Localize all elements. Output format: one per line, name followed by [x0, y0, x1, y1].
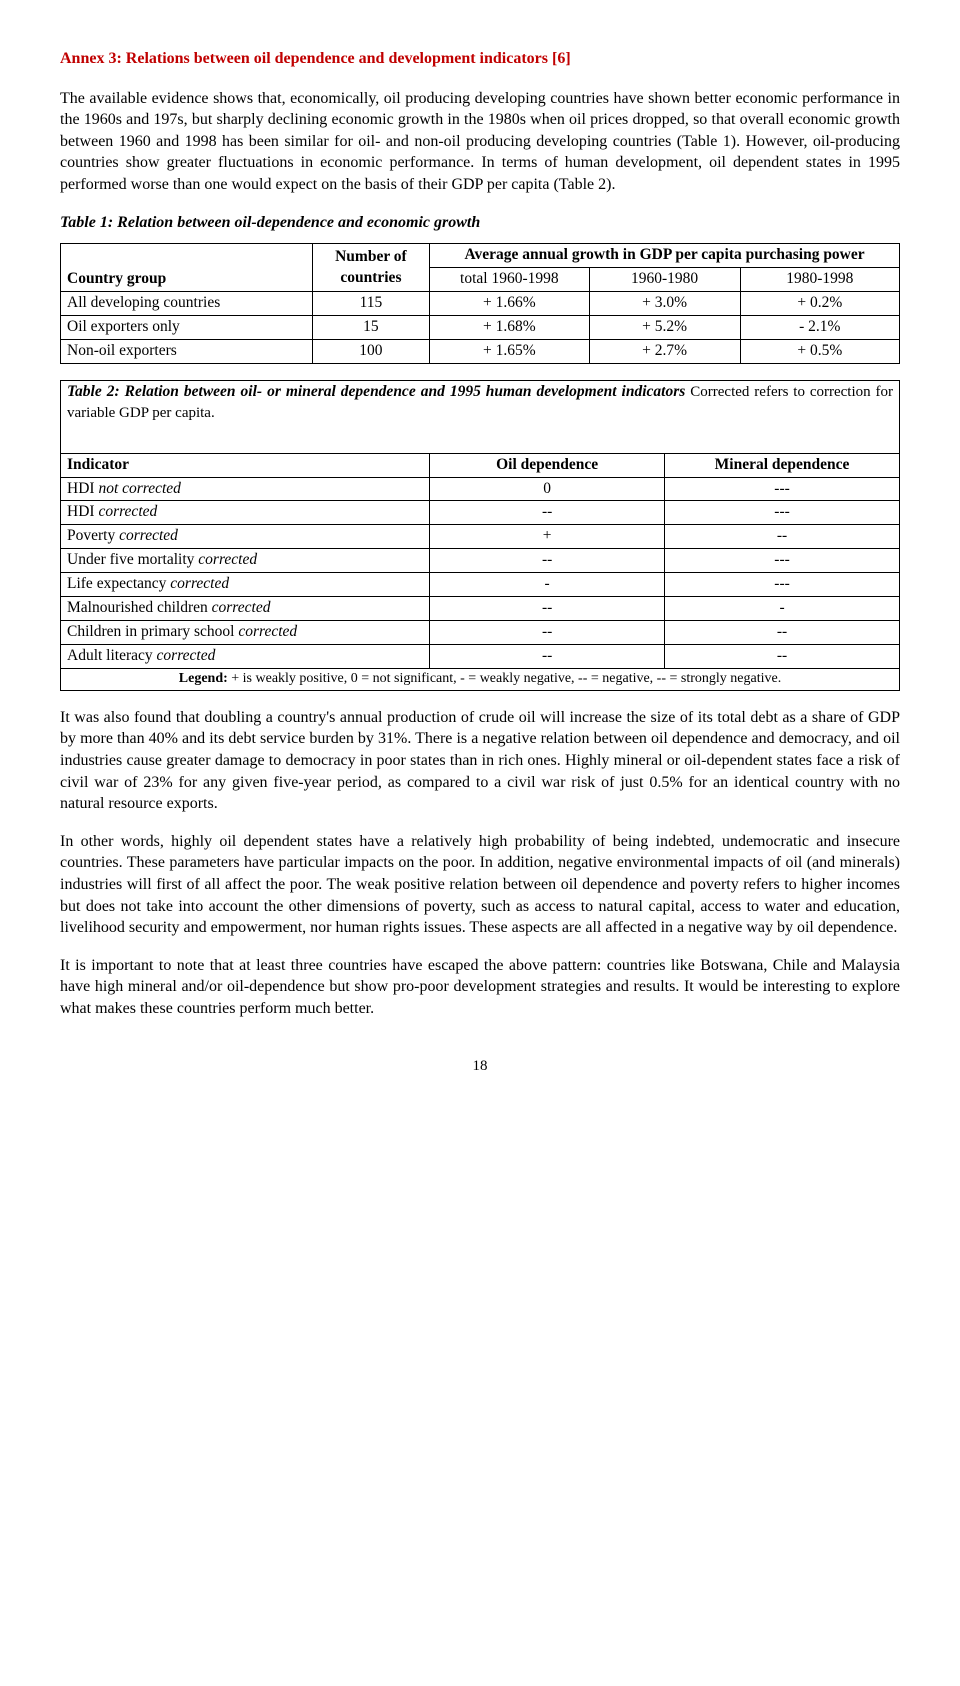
t2-ind: Malnourished children corrected: [61, 597, 430, 621]
t1-label: Non-oil exporters: [61, 339, 313, 363]
t1-n: 100: [312, 339, 429, 363]
t2-h2: Oil dependence: [430, 453, 665, 477]
t2-ind: HDI not corrected: [61, 477, 430, 501]
t2-min: --: [665, 621, 900, 645]
t2-ind: HDI corrected: [61, 501, 430, 525]
t2-h3: Mineral dependence: [665, 453, 900, 477]
t1-c1: + 1.66%: [430, 292, 589, 316]
t1-c1: + 1.68%: [430, 315, 589, 339]
t2-legend: Legend: + is weakly positive, 0 = not si…: [61, 668, 900, 690]
t1-c3: + 0.2%: [740, 292, 899, 316]
t2-min: ---: [665, 573, 900, 597]
t2-oil: +: [430, 525, 665, 549]
annex-title: Annex 3: Relations between oil dependenc…: [60, 48, 900, 70]
t1-h-growth: Average annual growth in GDP per capita …: [430, 244, 900, 268]
t2-min: -: [665, 597, 900, 621]
para-exceptions: It is important to note that at least th…: [60, 955, 900, 1020]
t1-sub1: total 1960-1998: [430, 268, 589, 292]
t2-min: ---: [665, 501, 900, 525]
table1: Country group Number of countries Averag…: [60, 243, 900, 364]
table2-header-row: Indicator Oil dependence Mineral depende…: [61, 453, 900, 477]
t2-oil: --: [430, 621, 665, 645]
t2-ind: Life expectancy corrected: [61, 573, 430, 597]
table2-row: Malnourished children corrected -- -: [61, 597, 900, 621]
t2-oil: --: [430, 644, 665, 668]
table2: Table 2: Relation between oil- or minera…: [60, 380, 900, 691]
table2-row: HDI not corrected 0 ---: [61, 477, 900, 501]
t1-c3: - 2.1%: [740, 315, 899, 339]
t2-ind: Children in primary school corrected: [61, 621, 430, 645]
table1-row: Oil exporters only 15 + 1.68% + 5.2% - 2…: [61, 315, 900, 339]
t2-ind: Poverty corrected: [61, 525, 430, 549]
para-impacts: In other words, highly oil dependent sta…: [60, 831, 900, 939]
t1-sub3: 1980-1998: [740, 268, 899, 292]
t2-h1: Indicator: [61, 453, 430, 477]
table1-title: Table 1: Relation between oil-dependence…: [60, 212, 900, 234]
t2-min: --: [665, 644, 900, 668]
t1-n: 115: [312, 292, 429, 316]
table2-row: HDI corrected -- ---: [61, 501, 900, 525]
t2-oil: --: [430, 501, 665, 525]
t1-label: All developing countries: [61, 292, 313, 316]
t1-c2: + 3.0%: [589, 292, 740, 316]
table2-row: Adult literacy corrected -- --: [61, 644, 900, 668]
t1-n: 15: [312, 315, 429, 339]
table1-row: All developing countries 115 + 1.66% + 3…: [61, 292, 900, 316]
t2-oil: --: [430, 597, 665, 621]
t1-label: Oil exporters only: [61, 315, 313, 339]
table2-row: Under five mortality corrected -- ---: [61, 549, 900, 573]
t2-oil: 0: [430, 477, 665, 501]
t1-c2: + 2.7%: [589, 339, 740, 363]
table1-row: Non-oil exporters 100 + 1.65% + 2.7% + 0…: [61, 339, 900, 363]
t2-min: ---: [665, 549, 900, 573]
page-number: 18: [60, 1056, 900, 1076]
t2-title: Table 2: Relation between oil- or minera…: [67, 383, 685, 400]
table1-header-row1: Country group Number of countries Averag…: [61, 244, 900, 268]
t1-h-country: Country group: [61, 244, 313, 292]
t2-ind: Adult literacy corrected: [61, 644, 430, 668]
t2-min: --: [665, 525, 900, 549]
t1-sub2: 1960-1980: [589, 268, 740, 292]
para-debt: It was also found that doubling a countr…: [60, 707, 900, 815]
t1-c3: + 0.5%: [740, 339, 899, 363]
table2-legend-row: Legend: + is weakly positive, 0 = not si…: [61, 668, 900, 690]
table2-row: Poverty corrected + --: [61, 525, 900, 549]
t2-ind: Under five mortality corrected: [61, 549, 430, 573]
t2-oil: -: [430, 573, 665, 597]
t2-title-cell: Table 2: Relation between oil- or minera…: [61, 380, 900, 453]
table2-row: Children in primary school corrected -- …: [61, 621, 900, 645]
intro-paragraph: The available evidence shows that, econo…: [60, 88, 900, 196]
t1-c2: + 5.2%: [589, 315, 740, 339]
table2-row: Life expectancy corrected - ---: [61, 573, 900, 597]
t2-oil: --: [430, 549, 665, 573]
t1-h-number: Number of countries: [312, 244, 429, 292]
t1-c1: + 1.65%: [430, 339, 589, 363]
t2-min: ---: [665, 477, 900, 501]
table2-title-row: Table 2: Relation between oil- or minera…: [61, 380, 900, 453]
